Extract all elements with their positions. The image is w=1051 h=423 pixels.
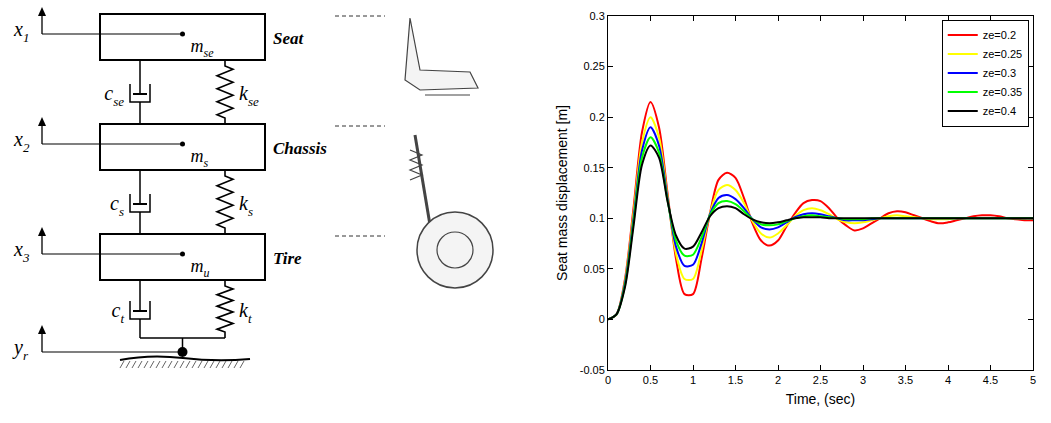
svg-text:Time, (sec): Time, (sec) xyxy=(786,391,855,407)
svg-text:0.25: 0.25 xyxy=(583,60,604,72)
svg-text:0.3: 0.3 xyxy=(590,10,605,22)
svg-text:ze=0.25: ze=0.25 xyxy=(983,48,1022,60)
svg-text:3.5: 3.5 xyxy=(898,374,913,386)
svg-text:2: 2 xyxy=(775,374,781,386)
svg-text:x1: x1 xyxy=(13,18,29,45)
svg-text:ze=0.3: ze=0.3 xyxy=(983,67,1016,79)
svg-text:x2: x2 xyxy=(13,128,30,155)
svg-text:cs: cs xyxy=(110,192,124,219)
svg-text:1: 1 xyxy=(690,374,696,386)
svg-text:5: 5 xyxy=(1030,374,1036,386)
svg-text:-0.05: -0.05 xyxy=(580,364,605,376)
svg-text:Seat: Seat xyxy=(273,29,305,48)
svg-text:x3: x3 xyxy=(13,238,30,265)
svg-text:ze=0.4: ze=0.4 xyxy=(983,105,1016,117)
svg-text:4.5: 4.5 xyxy=(983,374,998,386)
svg-text:0: 0 xyxy=(599,313,605,325)
svg-text:ms: ms xyxy=(191,146,209,170)
svg-text:0.05: 0.05 xyxy=(583,263,604,275)
svg-text:3: 3 xyxy=(860,374,866,386)
svg-text:0.5: 0.5 xyxy=(643,374,658,386)
svg-text:yr: yr xyxy=(12,336,29,363)
svg-text:0.15: 0.15 xyxy=(583,162,604,174)
svg-text:ze=0.35: ze=0.35 xyxy=(983,86,1022,98)
svg-text:cse: cse xyxy=(104,82,124,109)
svg-text:0.2: 0.2 xyxy=(590,111,605,123)
svg-text:Chassis: Chassis xyxy=(273,139,327,158)
svg-text:0: 0 xyxy=(605,374,611,386)
svg-text:ks: ks xyxy=(239,192,253,219)
svg-text:Tire: Tire xyxy=(273,249,302,268)
svg-text:1.5: 1.5 xyxy=(728,374,743,386)
svg-text:kse: kse xyxy=(239,82,259,109)
svg-text:0.1: 0.1 xyxy=(590,212,605,224)
svg-text:mse: mse xyxy=(191,36,215,60)
svg-text:mu: mu xyxy=(191,256,210,280)
svg-text:ct: ct xyxy=(111,299,124,326)
svg-text:4: 4 xyxy=(945,374,951,386)
svg-text:2.5: 2.5 xyxy=(813,374,828,386)
svg-text:kt: kt xyxy=(239,299,252,326)
svg-text:Seat mass displacement [m]: Seat mass displacement [m] xyxy=(554,105,570,281)
svg-text:ze=0.2: ze=0.2 xyxy=(983,29,1016,41)
